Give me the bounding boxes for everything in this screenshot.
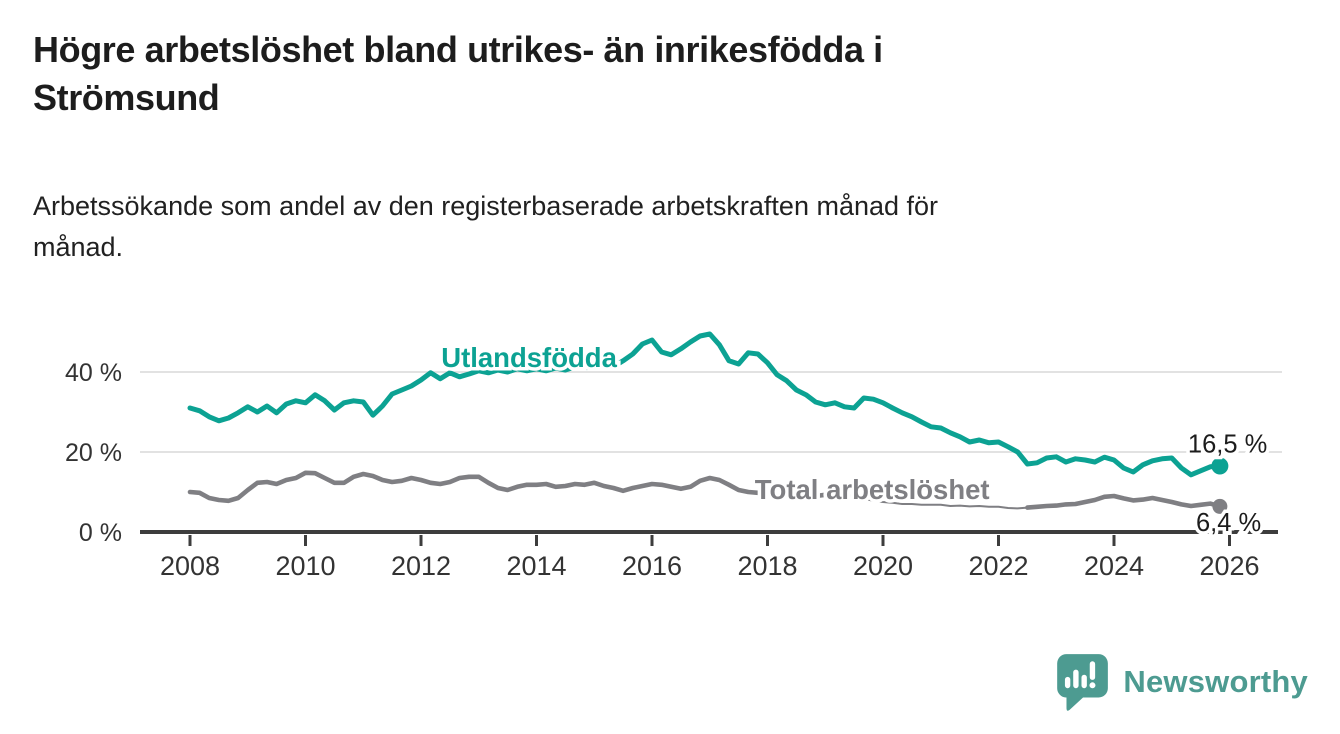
- x-tick-label-2014: 2014: [506, 551, 566, 581]
- x-tick-label-2018: 2018: [737, 551, 797, 581]
- end-dot-utlandsf-dda: [1211, 457, 1229, 475]
- bar-medium: [1081, 674, 1088, 689]
- x-tick-label-2012: 2012: [391, 551, 451, 581]
- page-subtitle-line-1: Arbetssökande som andel av den registerb…: [33, 191, 939, 221]
- page-subtitle-line-2: månad.: [33, 232, 124, 262]
- exclamation-bar: [1090, 661, 1096, 680]
- page-title-line-1: Högre arbetslöshet bland utrikes- än inr…: [33, 29, 883, 70]
- end-value-label-total-arbetsl-shet: 6,4 %: [1196, 509, 1261, 537]
- page-subtitle: Arbetssökande som andel av den registerb…: [33, 186, 1273, 268]
- x-tick-label-2020: 2020: [853, 551, 913, 581]
- bar-small: [1065, 676, 1071, 689]
- series-line-total-arbetsl-shet-thin: [862, 497, 1029, 510]
- end-value-label-utlandsf-dda: 16,5 %: [1188, 430, 1267, 458]
- newsworthy-logo: Newsworthy: [1055, 652, 1308, 712]
- x-tick-label-2008: 2008: [160, 551, 220, 581]
- page-title: Högre arbetslöshet bland utrikes- än inr…: [33, 26, 1273, 122]
- x-tick-label-2010: 2010: [275, 551, 335, 581]
- x-tick-label-2016: 2016: [622, 551, 682, 581]
- series-line-total-arbetsl-shet: [187, 470, 867, 504]
- bar-chart-speech-bubble-icon: [1057, 654, 1109, 711]
- series-label-total-arbetsl-shet: Total arbetslöshet: [755, 474, 990, 505]
- page-title-line-2: Strömsund: [33, 77, 220, 118]
- x-tick-label-2026: 2026: [1199, 551, 1259, 581]
- x-tick-label-2024: 2024: [1084, 551, 1144, 581]
- series-line-utlandsf-dda: [187, 331, 1223, 478]
- x-tick-label-2022: 2022: [968, 551, 1028, 581]
- y-tick-label-20: 20 %: [65, 439, 122, 467]
- series-line-total-arbetsl-shet-end: [1025, 493, 1223, 510]
- y-tick-label-0: 0 %: [79, 519, 122, 547]
- exclamation-dot: [1089, 682, 1096, 689]
- bar-tall: [1073, 669, 1079, 689]
- y-tick-label-40: 40 %: [65, 359, 122, 387]
- series-label-utlandsf-dda: Utlandsfödda: [441, 342, 617, 373]
- newsworthy-brand-text: Newsworthy: [1123, 664, 1308, 699]
- end-dot-total-arbetsl-shet: [1212, 498, 1228, 514]
